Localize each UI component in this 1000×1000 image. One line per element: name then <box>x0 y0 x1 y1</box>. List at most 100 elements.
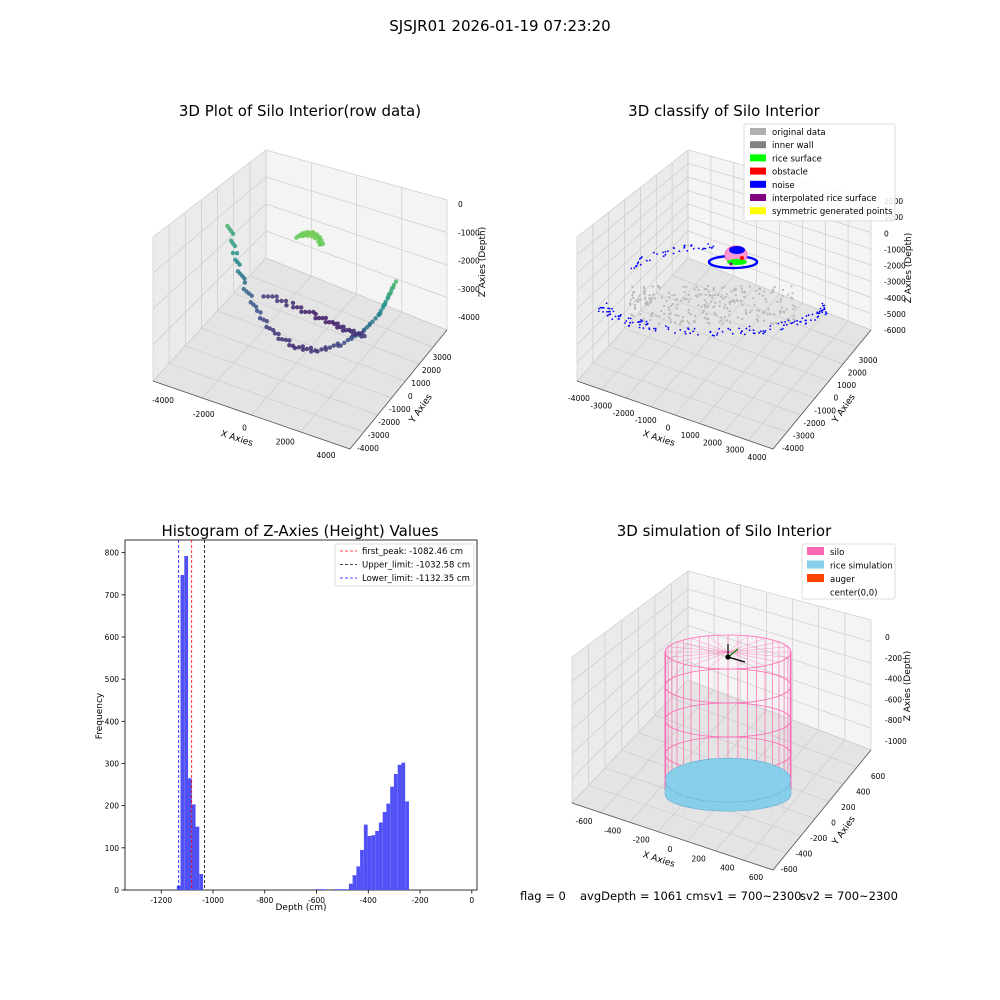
sim-legend-swatch <box>807 574 824 582</box>
cls-point-original <box>665 299 668 303</box>
cls-point-noise <box>758 331 761 334</box>
cls-point-original <box>642 320 645 323</box>
silo-wire-spoke <box>668 651 729 658</box>
cls-point-noise <box>602 311 604 313</box>
cls-point-original <box>653 297 657 300</box>
raw-point <box>299 305 304 310</box>
cls-point-original <box>720 319 723 322</box>
raw-y-tick: -4000 <box>357 444 379 453</box>
hist-bar <box>345 889 349 890</box>
cls-point-noise <box>601 306 604 309</box>
cls-point-original <box>650 315 653 318</box>
cls-point-noise <box>648 327 651 329</box>
raw-point <box>290 300 296 306</box>
cls-point-noise <box>759 330 762 333</box>
sim-x-tick: 400 <box>720 864 735 873</box>
cls-point-noise <box>709 331 712 334</box>
hist-bar <box>191 804 196 890</box>
cls-point-original <box>682 296 685 300</box>
raw-point <box>383 299 388 304</box>
sim-z-tick-labels: 0 -200 -400 -600 -800 -1000 <box>885 633 907 746</box>
cls-point-original <box>785 308 788 311</box>
cls-point-original <box>771 288 775 291</box>
cls-point-noise <box>804 319 807 322</box>
raw-x-tick: 2000 <box>276 437 295 446</box>
grid-line-z <box>152 203 448 310</box>
cls-point-noise <box>638 326 641 329</box>
sim-legend-swatch <box>807 547 824 555</box>
cls-point-original <box>759 288 762 291</box>
hist-x-tick-label: -400 <box>360 896 377 905</box>
raw-z-tick: 0 <box>458 200 463 209</box>
raw-z-tick: -1000 <box>458 228 480 237</box>
cls-point-noise <box>716 332 719 334</box>
cls-point-noise <box>800 320 802 323</box>
raw-point <box>264 324 269 330</box>
cls-point-noise <box>656 253 658 255</box>
cls-point-original <box>766 313 769 316</box>
cls-point-original <box>781 288 785 292</box>
silo-wire-spoke <box>727 651 780 663</box>
raw-z-tick: -3000 <box>458 285 480 294</box>
hist-bar <box>405 801 409 890</box>
hist-x-tick-label: 0 <box>469 896 474 905</box>
sim-x-tick: -400 <box>604 826 621 835</box>
cls-point-noise <box>738 327 741 330</box>
cls-point-noise <box>781 321 783 324</box>
grid-line-z <box>152 176 448 274</box>
sim-z-tick: 0 <box>885 633 890 642</box>
raw-point <box>249 293 254 298</box>
sim-title: 3D simulation of Silo Interior <box>617 522 832 540</box>
raw-point <box>287 338 292 343</box>
cls-point-noise <box>805 315 808 317</box>
cls-point-original <box>720 286 724 290</box>
raw-point <box>303 309 308 315</box>
grid-line-z <box>571 661 872 779</box>
cls-point-noise <box>624 322 626 324</box>
cls-point-original <box>673 293 677 297</box>
cls-point-original <box>674 321 677 324</box>
cls-point-noise <box>636 262 639 265</box>
cls-point-original <box>697 304 700 307</box>
cls-point-noise <box>672 252 675 255</box>
raw-point <box>345 337 351 343</box>
raw-x-tick: -4000 <box>152 396 174 405</box>
cls-point-original <box>697 289 700 292</box>
raw-point <box>279 298 284 304</box>
cls-point-noise <box>645 323 648 326</box>
cls-legend-label: rice surface <box>772 154 822 164</box>
cls-point-noise <box>721 330 724 333</box>
cls-point-original <box>657 285 660 288</box>
grid-line-z <box>571 643 872 755</box>
raw-point <box>320 241 326 246</box>
sim-x-tick: 0 <box>668 845 673 854</box>
cls-point-noise <box>619 313 622 316</box>
raw-point <box>338 324 343 330</box>
cls-point-original <box>705 288 708 291</box>
raw-point <box>341 324 346 329</box>
cls-point-noise <box>693 327 696 330</box>
hist-y-tick-label: 200 <box>105 802 120 811</box>
hist-plot-area <box>124 539 478 891</box>
silo-wire-spoke <box>676 651 729 663</box>
hist-bar <box>356 866 361 890</box>
cls-y-tick: 0 <box>833 394 838 403</box>
cls-point-noise <box>605 302 608 305</box>
hist-y-tick-label: 500 <box>105 675 120 684</box>
cls-point-noise <box>654 329 657 332</box>
cls-point-original <box>669 321 673 324</box>
raw-point <box>258 310 263 315</box>
cls-legend-swatch <box>750 154 766 162</box>
raw-point <box>381 303 386 308</box>
hist-x-tick-label: -200 <box>412 896 429 905</box>
raw-point <box>393 279 399 284</box>
cls-point-noise <box>684 330 686 333</box>
cls-point-noise <box>609 313 612 316</box>
cls-point-original <box>706 285 710 288</box>
cls-point-original <box>721 322 724 325</box>
cls-legend-swatch <box>750 194 766 201</box>
hist-bar <box>337 889 342 890</box>
cls-point-original <box>723 315 727 319</box>
cls-point-original <box>740 290 744 293</box>
hist-bar <box>375 831 379 890</box>
